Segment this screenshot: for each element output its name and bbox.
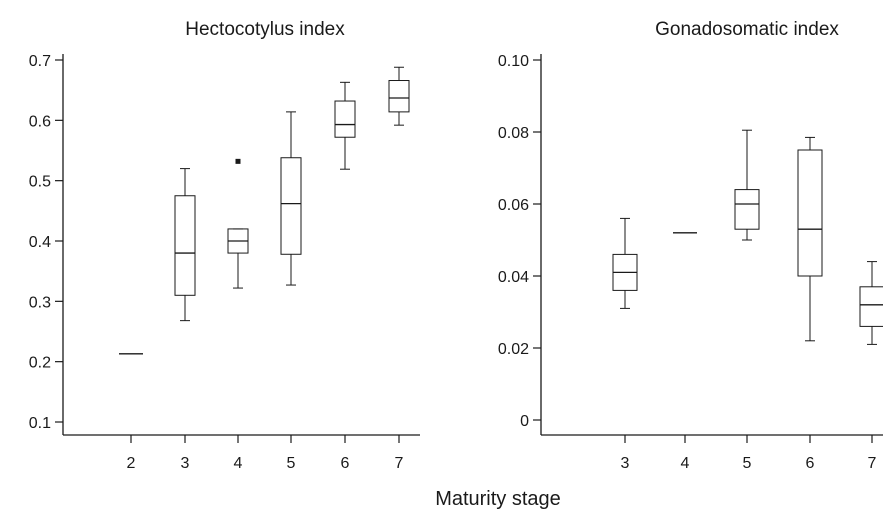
x-axis-label: Maturity stage bbox=[435, 488, 561, 510]
y-tick-label: 0.10 bbox=[498, 53, 529, 70]
box-stage-5 bbox=[280, 111, 302, 286]
y-tick-label: 0.04 bbox=[498, 269, 529, 286]
box-stage-6 bbox=[797, 136, 823, 342]
x-tick-label: 3 bbox=[181, 455, 190, 472]
interquartile-box bbox=[859, 286, 883, 327]
y-tick-label: 0.7 bbox=[29, 53, 51, 70]
x-tick-label: 4 bbox=[681, 455, 690, 472]
y-tick-label: 0.08 bbox=[498, 125, 529, 142]
interquartile-box bbox=[797, 149, 823, 277]
box-stage-4 bbox=[227, 158, 249, 289]
x-tick-label: 4 bbox=[234, 455, 243, 472]
interquartile-box bbox=[334, 100, 356, 138]
x-tick-label: 3 bbox=[621, 455, 630, 472]
box-stage-3 bbox=[612, 217, 638, 309]
y-tick-label: 0.6 bbox=[29, 113, 51, 130]
x-tick-label: 5 bbox=[743, 455, 752, 472]
interquartile-box bbox=[734, 189, 760, 230]
y-tick-label: 0.02 bbox=[498, 341, 529, 358]
interquartile-box bbox=[174, 195, 196, 296]
y-tick-label: 0.5 bbox=[29, 174, 51, 191]
chart-title-hectocotylus: Hectocotylus index bbox=[185, 19, 345, 40]
x-tick-label: 7 bbox=[868, 455, 877, 472]
x-tick-label: 6 bbox=[806, 455, 815, 472]
y-tick-label: 0.2 bbox=[29, 355, 51, 372]
interquartile-box bbox=[388, 80, 410, 113]
box-stage-3 bbox=[174, 168, 196, 322]
x-tick-label: 5 bbox=[287, 455, 296, 472]
y-tick-label: 0.06 bbox=[498, 197, 529, 214]
y-tick-label: 0 bbox=[520, 413, 529, 430]
outlier-point bbox=[235, 158, 241, 164]
x-tick-label: 7 bbox=[395, 455, 404, 472]
y-tick-label: 0.1 bbox=[29, 415, 51, 432]
chart-title-gonadosomatic: Gonadosomatic index bbox=[655, 19, 839, 40]
box-stage-7 bbox=[388, 66, 410, 126]
x-tick-label: 2 bbox=[127, 455, 136, 472]
interquartile-box bbox=[280, 157, 302, 255]
y-tick-label: 0.4 bbox=[29, 234, 51, 251]
y-tick-label: 0.3 bbox=[29, 294, 51, 311]
x-tick-label: 6 bbox=[341, 455, 350, 472]
box-stage-5 bbox=[734, 129, 760, 241]
panel-hectocotylus-index: Hectocotylus index 0.1 0.2 0.3 0.4 0.5 0.6 0.7… bbox=[29, 19, 420, 472]
panel-gonadosomatic-index: Gonadosomatic index 0 0.02 0.04 0.06 0.08 0.1… bbox=[498, 19, 883, 472]
box-stage-6 bbox=[334, 81, 356, 170]
box-stage-7 bbox=[859, 261, 883, 345]
